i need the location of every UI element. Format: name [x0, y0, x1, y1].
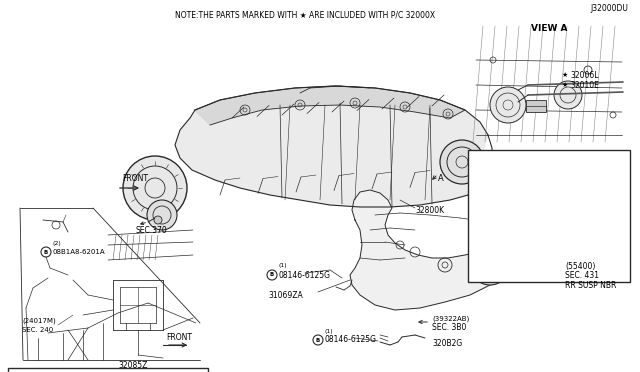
Text: 320B2G: 320B2G — [432, 339, 462, 347]
Text: B: B — [270, 273, 274, 278]
Text: (1): (1) — [279, 263, 287, 269]
Polygon shape — [350, 190, 562, 310]
Text: (39322AB): (39322AB) — [432, 316, 469, 322]
Text: 32010E: 32010E — [570, 80, 599, 90]
Circle shape — [514, 242, 546, 274]
Text: 32006L: 32006L — [570, 71, 598, 80]
Text: 08146-6125G: 08146-6125G — [325, 336, 377, 344]
Text: NOTE:THE PARTS MARKED WITH ★ ARE INCLUDED WITH P/C 32000X: NOTE:THE PARTS MARKED WITH ★ ARE INCLUDE… — [175, 10, 435, 19]
Text: 32800K: 32800K — [415, 205, 444, 215]
Text: B: B — [316, 337, 320, 343]
Text: (1): (1) — [325, 330, 333, 334]
Text: (24017M): (24017M) — [22, 318, 56, 324]
Text: FRONT: FRONT — [166, 333, 192, 341]
Text: ★: ★ — [562, 72, 568, 78]
Text: FRONT: FRONT — [122, 173, 148, 183]
Bar — [468, 150, 630, 282]
Circle shape — [554, 81, 582, 109]
Text: J32000DU: J32000DU — [590, 3, 628, 13]
Polygon shape — [175, 86, 488, 207]
Bar — [526, 100, 546, 112]
Text: SEC. 431: SEC. 431 — [565, 272, 599, 280]
Circle shape — [147, 200, 177, 230]
Text: SEC.370: SEC.370 — [135, 225, 167, 234]
Text: (55400): (55400) — [565, 263, 595, 272]
Circle shape — [470, 245, 510, 285]
Text: 08146-6125G: 08146-6125G — [279, 270, 331, 279]
Text: SEC. 240: SEC. 240 — [22, 327, 53, 333]
Circle shape — [490, 87, 526, 123]
Polygon shape — [195, 86, 465, 125]
Text: RR SUSP NBR: RR SUSP NBR — [565, 280, 616, 289]
Text: 08B1A8-6201A: 08B1A8-6201A — [52, 249, 104, 255]
Text: ★: ★ — [562, 82, 568, 88]
Text: B: B — [44, 250, 48, 254]
Text: VIEW A: VIEW A — [531, 23, 567, 32]
Text: SEC. 3B0: SEC. 3B0 — [432, 324, 467, 333]
Text: A: A — [438, 173, 444, 183]
Circle shape — [123, 156, 187, 220]
Bar — [8, 368, 208, 372]
Text: (2): (2) — [52, 241, 61, 246]
Circle shape — [440, 140, 484, 184]
Text: 32085Z: 32085Z — [118, 360, 147, 369]
Text: 31069ZA: 31069ZA — [268, 291, 303, 299]
Circle shape — [154, 216, 162, 224]
